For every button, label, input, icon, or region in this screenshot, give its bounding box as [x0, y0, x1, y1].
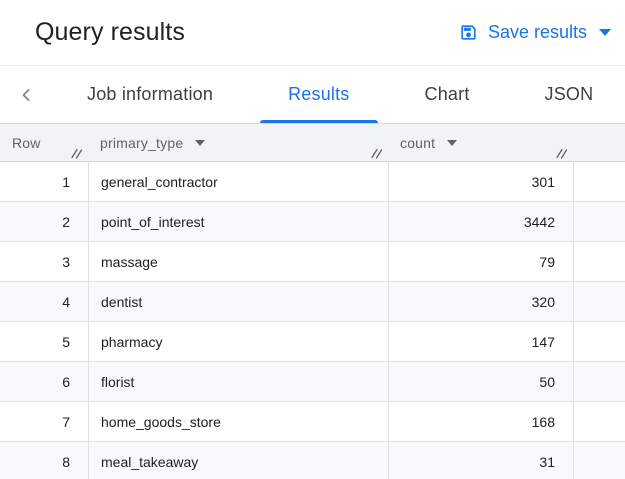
scroll-tabs-left-button[interactable] — [10, 66, 42, 123]
save-icon — [459, 23, 478, 42]
tab-job-information[interactable]: Job information — [57, 66, 243, 123]
caret-down-icon[interactable] — [447, 139, 458, 146]
column-header-filler — [573, 124, 625, 161]
column-header-primary-type: primary_type — [88, 124, 388, 161]
table-row: 6 florist 50 — [0, 362, 625, 402]
save-results-button[interactable]: Save results — [457, 18, 613, 47]
results-tabbar: Job information Results Chart JSON — [0, 66, 625, 124]
count-cell: 320 — [388, 282, 573, 321]
count-cell: 3442 — [388, 202, 573, 241]
tab-label: Results — [288, 84, 350, 104]
count-cell: 79 — [388, 242, 573, 281]
table-row: 2 point_of_interest 3442 — [0, 202, 625, 242]
tab-json[interactable]: JSON — [515, 66, 624, 123]
column-header-count: count — [388, 124, 573, 161]
count-cell: 31 — [388, 442, 573, 479]
row-number-cell: 5 — [62, 333, 70, 350]
tab-results[interactable]: Results — [258, 66, 379, 123]
column-label: primary_type — [100, 134, 184, 151]
column-resize-icon[interactable] — [69, 146, 83, 160]
primary-type-cell: home_goods_store — [88, 402, 388, 441]
tab-label: Chart — [424, 84, 470, 104]
tab-label: Job information — [87, 84, 214, 104]
column-resize-icon[interactable] — [554, 146, 568, 160]
table-row: 3 massage 79 — [0, 242, 625, 282]
table-row: 1 general_contractor 301 — [0, 162, 625, 202]
count-cell: 168 — [388, 402, 573, 441]
column-header-row: Row — [0, 124, 88, 161]
row-number-cell: 8 — [62, 453, 70, 470]
caret-down-icon — [599, 29, 611, 36]
table-row: 7 home_goods_store 168 — [0, 402, 625, 442]
row-number-cell: 2 — [62, 213, 70, 230]
primary-type-cell: massage — [88, 242, 388, 281]
save-results-label: Save results — [487, 22, 587, 42]
page-title: Query results — [35, 18, 185, 46]
filler-cell — [573, 282, 625, 321]
count-cell: 147 — [388, 322, 573, 361]
primary-type-cell: pharmacy — [88, 322, 388, 361]
row-number-cell: 1 — [62, 173, 70, 190]
primary-type-cell: florist — [88, 362, 388, 401]
table-header-row: Row primary_type count — [0, 124, 625, 162]
primary-type-cell: dentist — [88, 282, 388, 321]
table-row: 5 pharmacy 147 — [0, 322, 625, 362]
filler-cell — [573, 162, 625, 201]
primary-type-cell: point_of_interest — [88, 202, 388, 241]
table-row: 4 dentist 320 — [0, 282, 625, 322]
filler-cell — [573, 442, 625, 479]
row-number-cell: 6 — [62, 373, 70, 390]
chevron-left-icon — [16, 85, 36, 105]
primary-type-cell: general_contractor — [88, 162, 388, 201]
filler-cell — [573, 322, 625, 361]
filler-cell — [573, 202, 625, 241]
filler-cell — [573, 402, 625, 441]
primary-type-cell: meal_takeaway — [88, 442, 388, 479]
row-number-cell: 4 — [62, 293, 70, 310]
query-results-header: Query results Save results — [0, 0, 625, 66]
count-cell: 301 — [388, 162, 573, 201]
column-label: Row — [12, 134, 41, 151]
filler-cell — [573, 242, 625, 281]
column-label: count — [400, 134, 436, 151]
tab-chart[interactable]: Chart — [395, 66, 500, 123]
table-row: 8 meal_takeaway 31 — [0, 442, 625, 479]
caret-down-icon[interactable] — [195, 139, 206, 146]
filler-cell — [573, 362, 625, 401]
column-resize-icon[interactable] — [369, 146, 383, 160]
tab-label: JSON — [544, 84, 594, 104]
row-number-cell: 3 — [62, 253, 70, 270]
count-cell: 50 — [388, 362, 573, 401]
row-number-cell: 7 — [62, 413, 70, 430]
